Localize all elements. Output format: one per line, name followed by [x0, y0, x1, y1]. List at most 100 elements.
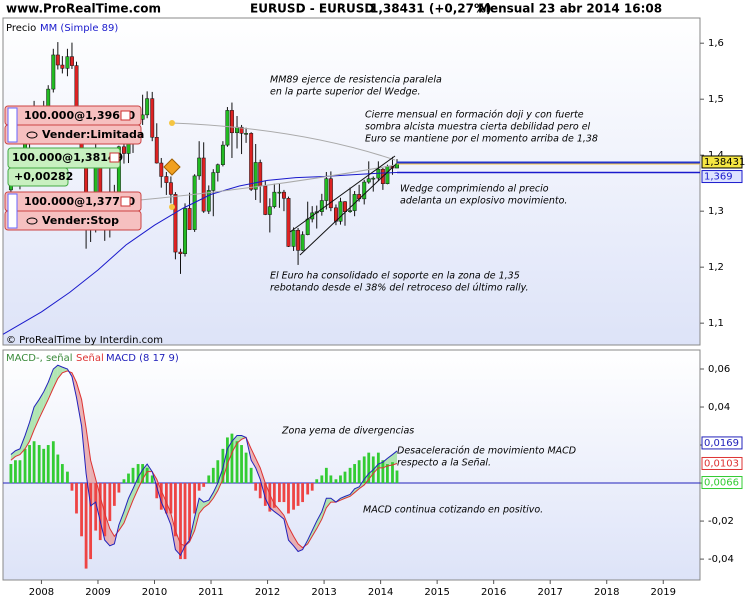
candle-body: [150, 98, 155, 138]
histogram-bar: [46, 445, 50, 484]
histogram-bar: [249, 467, 253, 484]
annotation: rebotando desde el 38% del retroceso del…: [270, 283, 529, 294]
histogram-bar: [37, 445, 41, 484]
histogram-bar: [127, 473, 130, 484]
histogram-bar: [112, 483, 116, 506]
candle-body: [277, 191, 282, 194]
histogram-bar: [183, 483, 187, 560]
last-value-label: 1,369: [704, 172, 733, 183]
close-icon[interactable]: [120, 196, 131, 207]
candle-body: [211, 172, 216, 191]
last-value-box: [701, 476, 743, 490]
histogram-bar: [122, 479, 126, 484]
histogram-bar: [108, 483, 112, 522]
annotation: adelanta un explosivo movimiento.: [400, 196, 567, 207]
eye-icon: [26, 217, 38, 225]
candle-body: [145, 98, 150, 116]
histogram-bar: [179, 483, 182, 560]
histogram-bar: [155, 483, 159, 499]
histogram-bar: [66, 471, 69, 484]
macd-fill: [199, 498, 204, 514]
candle-body: [220, 144, 225, 165]
histogram-bar: [131, 467, 135, 484]
histogram-bar: [94, 483, 98, 531]
op-marker: [163, 158, 181, 176]
candle-body: [187, 208, 192, 230]
candle-body: [281, 191, 286, 199]
macd-fill: [57, 365, 63, 379]
legend-price: Precio: [6, 23, 36, 34]
candle-body: [173, 194, 178, 253]
annotation: MM89 ejerce de resistencia paralela: [270, 75, 442, 86]
order-action: Vender:Stop: [42, 214, 119, 227]
histogram-bar: [32, 441, 36, 484]
histogram-bar: [174, 483, 177, 537]
y-tick-label: 1,2: [708, 262, 724, 273]
histogram-bar: [150, 475, 154, 484]
macd-fill: [255, 458, 261, 480]
histogram-bar: [84, 483, 88, 569]
last-value-box: [701, 155, 743, 169]
histogram-bar: [348, 467, 352, 484]
candle-body: [215, 164, 220, 173]
histogram-bar: [240, 445, 243, 484]
candle-body: [164, 176, 169, 183]
order-button[interactable]: [4, 210, 142, 231]
candle-body: [267, 206, 272, 215]
candle-body: [46, 88, 51, 109]
candle-body: [154, 137, 159, 164]
marker: [169, 204, 175, 210]
order-button[interactable]: [4, 124, 142, 145]
macd-line: [10, 364, 398, 557]
x-tick-label: 2012: [255, 587, 280, 598]
macd-line: [10, 370, 398, 549]
order-label: 100.000@1,39690: [24, 109, 136, 122]
histogram-bar: [23, 448, 27, 484]
macd-fill: [128, 488, 134, 512]
histogram-bar: [197, 483, 201, 491]
candle-body: [70, 56, 74, 66]
macd-fill: [326, 498, 331, 508]
candle-body: [249, 133, 254, 190]
drag-icon[interactable]: [7, 107, 18, 143]
x-tick-label: 2015: [424, 587, 449, 598]
candle-body: [385, 166, 390, 184]
candle-body: [272, 191, 277, 207]
histogram-bar: [362, 456, 366, 484]
histogram-bar: [75, 483, 78, 514]
histogram-bar: [216, 460, 220, 484]
annotation: El Euro ha consolidado el soporte en la …: [270, 271, 520, 282]
histogram-bar: [145, 467, 149, 484]
last-value-box: [701, 456, 743, 470]
candle-body: [296, 229, 301, 251]
annotation: MACD continua cotizando en positivo.: [363, 505, 543, 516]
candle-body: [55, 54, 60, 66]
close-icon[interactable]: [120, 110, 131, 121]
candle-body: [395, 163, 399, 169]
histogram-bar: [169, 483, 173, 514]
histogram-bar: [226, 437, 229, 484]
histogram-bar: [188, 483, 191, 541]
histogram-bar: [51, 441, 55, 484]
macd-fill: [293, 536, 299, 552]
close-icon[interactable]: [109, 152, 120, 163]
histogram-bar: [60, 464, 64, 484]
macd-panel: [2, 349, 701, 581]
histogram-bar: [287, 483, 290, 514]
y-tick-label: 1,5: [708, 94, 724, 105]
annotation: Zona yema de divergencias: [281, 426, 414, 437]
y-tick-label: 1,3: [708, 206, 724, 217]
moving-average: [2, 172, 398, 335]
annotation: sombra alcista muestra cierta debilidad …: [365, 122, 591, 133]
candle-body: [183, 208, 187, 254]
last-value-label: 0,0066: [704, 478, 739, 489]
drag-icon[interactable]: [7, 193, 18, 229]
y-tick-label: 0,06: [708, 364, 730, 375]
annotation: respecto a la Señal.: [397, 458, 491, 469]
candle-body: [178, 251, 183, 254]
candle-body: [371, 177, 376, 180]
histogram-bar: [258, 483, 262, 499]
histogram-bar: [357, 460, 361, 484]
candle-body: [229, 110, 234, 134]
